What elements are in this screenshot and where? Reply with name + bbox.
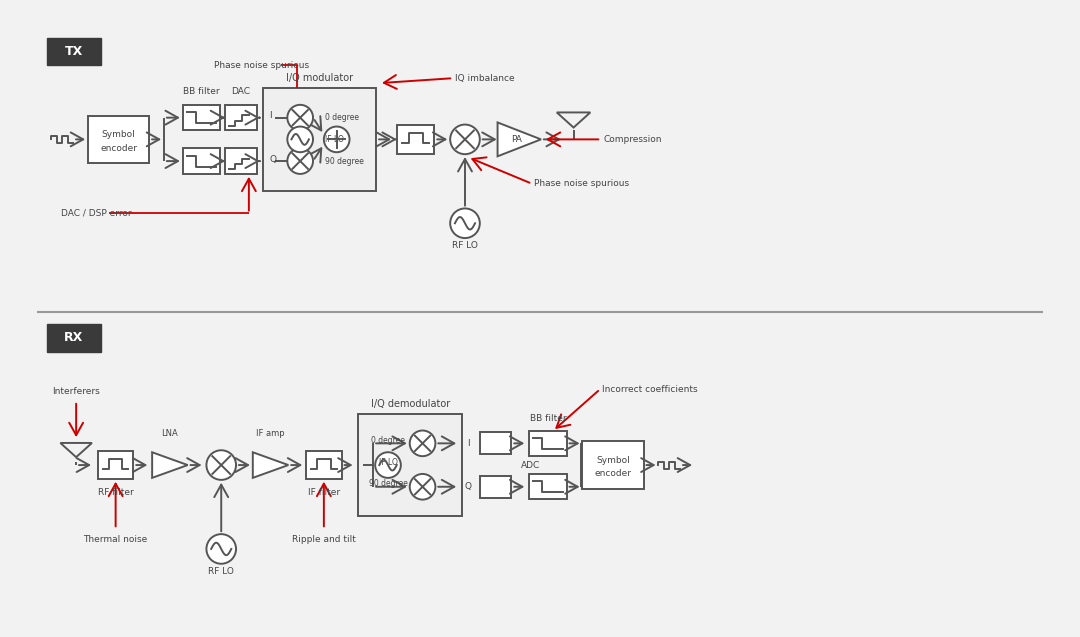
Text: I: I <box>270 111 272 120</box>
Circle shape <box>287 127 313 152</box>
Text: I/Q demodulator: I/Q demodulator <box>370 399 450 409</box>
Text: encoder: encoder <box>594 469 632 478</box>
FancyBboxPatch shape <box>183 148 220 174</box>
Text: Q: Q <box>270 155 276 164</box>
FancyBboxPatch shape <box>582 441 644 489</box>
Text: Q: Q <box>464 482 472 491</box>
Circle shape <box>324 127 350 152</box>
Text: IF filter: IF filter <box>308 488 340 497</box>
FancyBboxPatch shape <box>262 88 376 190</box>
Text: 90 degree: 90 degree <box>368 479 407 489</box>
Text: IF LO: IF LO <box>325 135 343 144</box>
Text: Symbol: Symbol <box>102 130 135 139</box>
Circle shape <box>450 208 480 238</box>
FancyBboxPatch shape <box>359 414 462 517</box>
Text: RF LO: RF LO <box>208 567 234 576</box>
Circle shape <box>206 450 237 480</box>
Circle shape <box>206 534 237 564</box>
FancyBboxPatch shape <box>87 116 149 163</box>
Text: Incorrect coefficients: Incorrect coefficients <box>603 385 698 394</box>
Circle shape <box>409 474 435 499</box>
Text: RX: RX <box>64 331 83 344</box>
Circle shape <box>409 431 435 456</box>
FancyBboxPatch shape <box>480 476 511 497</box>
FancyBboxPatch shape <box>183 105 220 131</box>
FancyBboxPatch shape <box>98 451 134 479</box>
Text: Phase noise spurious: Phase noise spurious <box>535 179 630 189</box>
FancyBboxPatch shape <box>225 148 257 174</box>
Text: BB filter: BB filter <box>529 414 566 423</box>
Text: 0 degree: 0 degree <box>325 113 359 122</box>
Text: encoder: encoder <box>100 144 137 153</box>
Text: I/Q modulator: I/Q modulator <box>286 73 353 83</box>
Text: RF LO: RF LO <box>453 241 478 250</box>
Circle shape <box>375 452 401 478</box>
FancyBboxPatch shape <box>225 105 257 131</box>
Text: Thermal noise: Thermal noise <box>83 534 148 543</box>
Text: IF LO: IF LO <box>379 457 397 466</box>
Text: Interferers: Interferers <box>52 387 100 396</box>
Text: IF amp: IF amp <box>256 429 285 438</box>
Text: ADC: ADC <box>521 461 540 469</box>
Text: Compression: Compression <box>603 135 662 144</box>
Text: LNA: LNA <box>162 429 178 438</box>
FancyBboxPatch shape <box>529 431 567 455</box>
Text: 90 degree: 90 degree <box>325 157 364 166</box>
Text: TX: TX <box>65 45 83 58</box>
FancyBboxPatch shape <box>46 38 100 66</box>
Polygon shape <box>152 452 188 478</box>
Text: BB filter: BB filter <box>184 87 220 96</box>
FancyBboxPatch shape <box>529 475 567 499</box>
FancyBboxPatch shape <box>396 125 434 154</box>
Text: Symbol: Symbol <box>596 455 630 464</box>
Text: DAC / DSP error: DAC / DSP error <box>62 209 132 218</box>
Polygon shape <box>498 122 541 156</box>
Circle shape <box>287 148 313 174</box>
FancyBboxPatch shape <box>306 451 341 479</box>
Circle shape <box>450 125 480 154</box>
Polygon shape <box>253 452 288 478</box>
FancyBboxPatch shape <box>480 433 511 454</box>
Text: 0 degree: 0 degree <box>372 436 405 445</box>
Text: DAC: DAC <box>231 87 251 96</box>
Text: PA: PA <box>511 135 522 144</box>
FancyBboxPatch shape <box>46 324 100 352</box>
Text: IQ imbalance: IQ imbalance <box>455 74 515 83</box>
Text: Phase noise spurious: Phase noise spurious <box>214 61 310 70</box>
Text: Ripple and tilt: Ripple and tilt <box>292 534 355 543</box>
Text: I: I <box>467 439 470 448</box>
Text: RF filter: RF filter <box>98 488 134 497</box>
Circle shape <box>287 105 313 131</box>
